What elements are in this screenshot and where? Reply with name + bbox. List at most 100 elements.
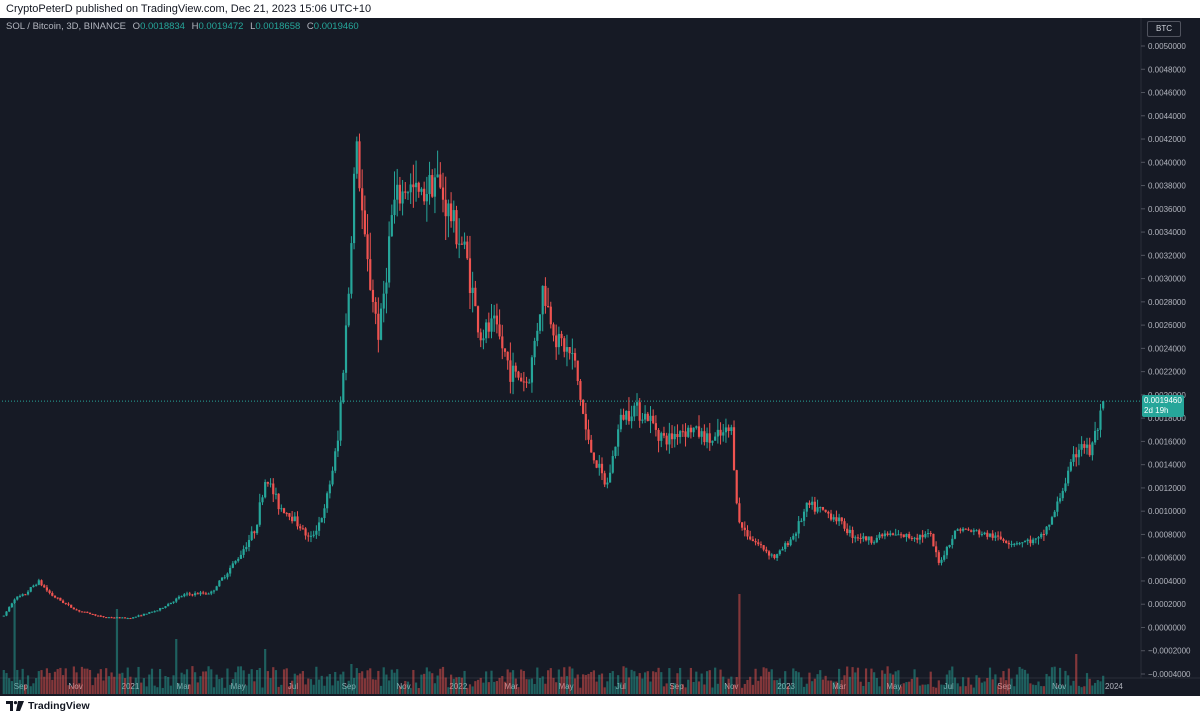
candle-body: [215, 586, 218, 591]
candle-body: [1032, 539, 1035, 544]
currency-button[interactable]: BTC: [1147, 21, 1181, 37]
volume-bar: [377, 670, 380, 694]
volume-bar: [1032, 684, 1035, 694]
candle-body: [296, 516, 299, 527]
candle-body: [878, 534, 881, 538]
candle-body: [913, 537, 916, 539]
candle-body: [606, 482, 609, 485]
volume-bar: [937, 680, 940, 694]
candle-body: [75, 609, 78, 611]
volume-bar: [1015, 674, 1019, 694]
volume-bar: [226, 668, 229, 694]
candle-body: [40, 580, 43, 586]
volume-bar: [983, 681, 986, 694]
candle-body: [326, 493, 329, 509]
candle-body: [142, 613, 146, 616]
candle-body: [164, 606, 167, 608]
candle-body: [129, 618, 132, 620]
volume-bar: [323, 685, 326, 694]
volume-bar: [237, 666, 240, 694]
candle-body: [455, 210, 458, 245]
chart-frame[interactable]: 0.0050000 0.0048000 0.0046000 0.0044000 0.00…: [0, 18, 1200, 696]
candle-body: [328, 484, 331, 494]
volume-bar: [999, 677, 1002, 694]
candle-body: [573, 353, 577, 361]
candle-body: [21, 594, 24, 596]
volume-bar: [1050, 667, 1054, 694]
candle-body: [479, 332, 482, 341]
candle-body: [218, 580, 221, 587]
volume-bar: [388, 680, 391, 694]
brand-logo[interactable]: TradingView: [6, 699, 90, 712]
volume-bar: [722, 676, 725, 694]
candle-body: [627, 410, 631, 422]
candle-body: [441, 187, 445, 200]
candle-body: [1093, 430, 1097, 443]
volume-bar: [272, 667, 275, 694]
y-tick-label: 0.0030000: [1148, 275, 1186, 284]
candle-body: [525, 381, 528, 383]
candle-body: [1048, 524, 1051, 527]
candle-body: [644, 413, 647, 420]
volume-bar: [1099, 681, 1102, 694]
volume-bar: [374, 679, 377, 694]
volume-bar: [848, 676, 851, 694]
volume-bar: [1077, 685, 1081, 694]
candle-body: [684, 431, 687, 437]
volume-bar: [48, 672, 51, 694]
volume-bar: [140, 682, 143, 694]
candle-body: [436, 174, 439, 178]
volume-bar: [714, 667, 717, 694]
candle-body: [910, 537, 913, 539]
candle-body: [107, 617, 110, 619]
candle-body: [956, 529, 959, 531]
candle-body: [188, 593, 191, 595]
candle-body: [530, 357, 534, 383]
volume-bar: [158, 669, 162, 694]
price-chart[interactable]: 0.0050000 0.0048000 0.0046000 0.0044000 0.00…: [0, 18, 1200, 696]
volume-bar: [1023, 669, 1027, 694]
candle-body: [835, 517, 838, 522]
volume-bar: [150, 668, 154, 694]
candle-body: [29, 587, 32, 592]
candle-body: [242, 549, 245, 555]
legend-symbol[interactable]: SOL / Bitcoin, 3D, BINANCE: [6, 21, 127, 32]
y-tick-label: 0.0026000: [1148, 321, 1186, 330]
volume-bar: [544, 683, 547, 694]
volume-bar: [980, 682, 984, 694]
candle-body: [630, 416, 633, 422]
candle-body: [247, 539, 251, 548]
volume-bar: [218, 679, 221, 694]
volume-bar: [229, 684, 232, 694]
candle-body: [943, 555, 946, 560]
candle-body: [695, 426, 698, 428]
volume-bar: [8, 678, 11, 694]
volume-bar: [369, 668, 372, 694]
candle-body: [614, 446, 617, 457]
candle-body: [70, 604, 73, 608]
candle-body: [1005, 540, 1008, 543]
volume-bar: [439, 668, 442, 694]
volume-bar: [148, 674, 151, 694]
volume-bar: [749, 676, 752, 694]
volume-bar: [792, 668, 795, 694]
volume-bar: [326, 676, 329, 694]
candle-body: [8, 607, 11, 612]
candle-body: [458, 243, 461, 245]
volume-bar: [266, 671, 269, 694]
candle-body: [110, 617, 113, 619]
volume-bar: [172, 675, 175, 694]
volume-bar: [832, 681, 835, 694]
candle-body: [565, 347, 569, 352]
volume-bar: [873, 672, 876, 694]
y-tick-label: 0.0046000: [1148, 89, 1186, 98]
volume-bar: [819, 670, 822, 694]
volume-bar: [245, 685, 248, 694]
candle-body: [918, 534, 922, 540]
volume-bar: [935, 687, 938, 694]
volume-bar: [509, 672, 512, 694]
volume-bar: [816, 674, 819, 694]
candle-body: [719, 429, 722, 436]
volume-bar: [536, 667, 539, 694]
candle-body: [369, 259, 372, 290]
